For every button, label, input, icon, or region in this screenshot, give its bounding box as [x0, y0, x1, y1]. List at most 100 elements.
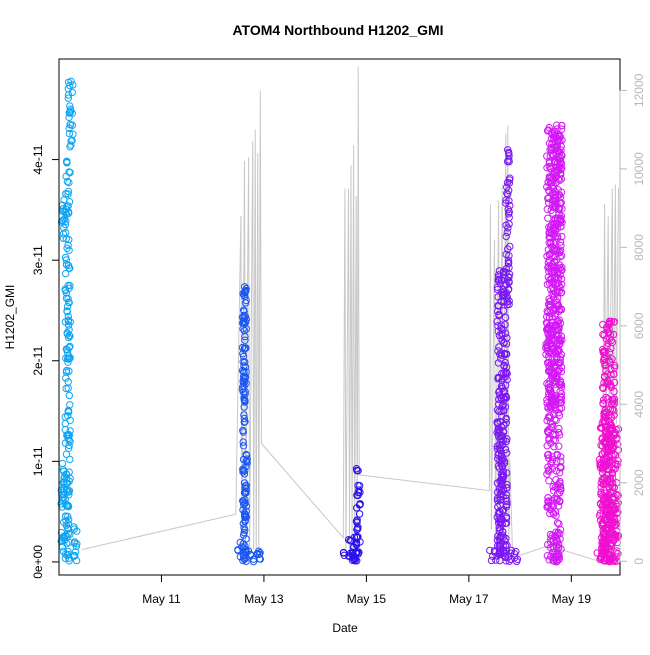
data-point — [501, 403, 510, 411]
data-point — [544, 540, 552, 549]
data-point — [242, 557, 250, 565]
data-point — [552, 476, 560, 484]
y-right-tick-label: 8000 — [632, 234, 646, 261]
series-3 — [486, 146, 522, 566]
data-point — [63, 302, 72, 311]
data-point — [66, 81, 74, 90]
data-point — [240, 418, 249, 426]
data-point — [609, 501, 617, 510]
data-point — [598, 539, 606, 548]
data-point — [240, 414, 249, 423]
data-point — [606, 539, 615, 548]
data-point — [61, 220, 70, 229]
data-point — [242, 462, 250, 471]
data-point — [500, 362, 508, 370]
points-layer — [57, 77, 623, 566]
data-point — [496, 514, 505, 523]
data-point — [555, 424, 563, 433]
y-right-tick-label: 4000 — [632, 391, 646, 418]
x-tick-label: May 17 — [449, 592, 489, 606]
data-point — [610, 411, 618, 419]
data-point — [548, 372, 556, 380]
data-point — [608, 469, 617, 478]
data-point — [496, 518, 504, 526]
data-point — [607, 477, 615, 486]
data-point — [64, 384, 72, 392]
series-2 — [339, 465, 364, 565]
data-point — [355, 510, 364, 518]
data-point — [601, 524, 609, 533]
data-point — [499, 541, 508, 549]
data-point — [503, 369, 511, 378]
data-point — [598, 383, 607, 392]
data-point — [550, 443, 558, 451]
data-point — [496, 456, 504, 465]
data-point — [553, 495, 562, 503]
data-point — [550, 410, 558, 418]
data-point — [601, 494, 610, 502]
data-point — [66, 332, 74, 340]
data-point — [255, 550, 264, 558]
data-point — [239, 438, 247, 446]
data-point — [68, 88, 77, 97]
data-point — [493, 285, 502, 294]
data-point — [599, 384, 608, 393]
data-point — [548, 457, 556, 466]
data-point — [486, 546, 494, 555]
data-point — [547, 309, 556, 317]
data-point — [557, 367, 566, 376]
y-left-tick-label: 4e-11 — [31, 144, 45, 174]
data-point — [602, 393, 610, 402]
data-point — [544, 262, 553, 270]
data-point — [64, 91, 73, 99]
data-point — [596, 509, 605, 517]
data-point — [242, 325, 251, 333]
data-point — [553, 450, 561, 459]
data-point — [546, 530, 555, 539]
data-point — [549, 129, 557, 137]
data-point — [494, 454, 502, 463]
data-point — [63, 157, 71, 166]
data-point — [600, 550, 608, 558]
data-point — [240, 488, 249, 497]
x-tick-label: May 19 — [552, 592, 592, 606]
data-point — [65, 444, 73, 452]
data-point — [505, 557, 514, 565]
data-point — [544, 499, 553, 507]
data-point — [239, 388, 248, 396]
data-point — [64, 241, 72, 250]
data-point — [503, 293, 511, 301]
data-point — [61, 495, 70, 503]
data-point — [501, 351, 509, 359]
data-point — [65, 246, 73, 255]
data-point — [553, 299, 561, 307]
data-point — [68, 109, 77, 117]
data-point — [548, 465, 557, 473]
data-point — [551, 258, 559, 267]
data-point — [240, 369, 248, 377]
data-point — [240, 307, 248, 316]
data-point — [549, 293, 558, 302]
data-point — [557, 146, 565, 154]
data-point — [502, 232, 510, 241]
data-point — [495, 310, 503, 319]
data-point — [603, 555, 612, 564]
y-left-tick-label: 0e+00 — [31, 545, 45, 579]
data-point — [493, 283, 502, 291]
data-point — [606, 421, 614, 429]
data-point — [557, 151, 566, 159]
data-point — [496, 501, 504, 509]
data-point — [240, 555, 249, 563]
data-point — [547, 285, 555, 293]
data-point — [598, 534, 606, 542]
data-point — [553, 353, 561, 361]
data-point — [545, 313, 554, 322]
data-point — [495, 388, 503, 396]
data-point — [64, 529, 73, 537]
data-point — [610, 505, 619, 513]
data-point — [548, 200, 556, 209]
data-point — [494, 327, 502, 335]
data-point — [600, 493, 608, 501]
data-point — [506, 174, 514, 182]
data-point — [63, 308, 72, 316]
